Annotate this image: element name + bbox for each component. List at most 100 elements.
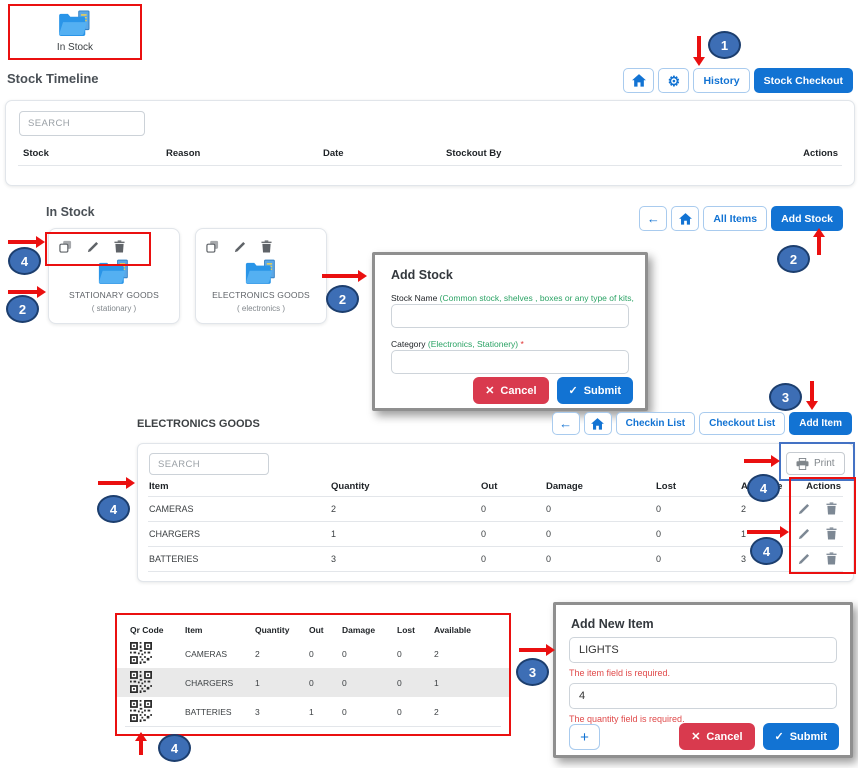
col-out: Out <box>309 625 324 635</box>
col-out: Out <box>481 481 498 492</box>
add-stock-button[interactable]: Add Stock <box>771 206 843 231</box>
stock-card-stationary[interactable]: STATIONARY GOODS ( stationary ) <box>48 228 180 324</box>
col-quantity: Quantity <box>331 481 370 492</box>
stock-name: ELECTRONICS GOODS <box>212 290 310 300</box>
duplicate-icon[interactable] <box>206 240 219 253</box>
divider <box>148 496 843 497</box>
annotation-box-shortcut: In Stock <box>8 4 142 60</box>
history-button[interactable]: History <box>693 68 750 93</box>
quantity-input[interactable] <box>569 683 837 709</box>
cancel-button[interactable]: ✕ Cancel <box>473 377 549 404</box>
col-date: Date <box>323 148 344 159</box>
submit-button[interactable]: ✓ Submit <box>762 723 839 750</box>
col-qr-code: Qr Code <box>130 625 164 635</box>
col-actions: Actions <box>803 148 838 159</box>
home-button[interactable] <box>583 412 612 435</box>
annotation-arrow-to-add-item <box>810 381 814 401</box>
check-icon: ✓ <box>568 385 578 397</box>
qr-code-image <box>130 642 152 664</box>
modal-title: Add Stock <box>391 268 453 282</box>
delete-icon[interactable] <box>261 240 272 253</box>
table-row: CAMERAS 2 0 0 0 2 <box>138 496 853 521</box>
divider <box>125 726 501 727</box>
quantity-error-text: The quantity field is required. <box>569 714 685 724</box>
divider <box>148 546 843 547</box>
col-stockout-by: Stockout By <box>446 148 502 159</box>
annotation-arrow-to-card <box>8 290 37 294</box>
col-quantity: Quantity <box>255 625 290 635</box>
category-input[interactable] <box>391 350 629 374</box>
back-arrow-icon: ← <box>559 416 573 431</box>
modal-title: Add New Item <box>571 617 654 631</box>
qr-table: Qr Code Item Quantity Out Damage Lost Av… <box>115 613 511 736</box>
electronics-card: Print Item Quantity Out Damage Lost Avai… <box>137 443 854 582</box>
in-stock-title: In Stock <box>46 205 95 219</box>
back-button[interactable]: ← <box>639 206 668 231</box>
annotation-badge-3: 3 <box>516 658 549 686</box>
add-row-button[interactable]: + <box>569 724 600 750</box>
annotation-box-actions <box>789 477 856 574</box>
checkin-list-button[interactable]: Checkin List <box>615 412 696 435</box>
all-items-button[interactable]: All Items <box>703 206 768 231</box>
col-damage: Damage <box>342 625 376 635</box>
timeline-search-input[interactable] <box>19 111 145 136</box>
cancel-button[interactable]: ✕ Cancel <box>679 723 755 750</box>
annotation-arrow-to-qr-table <box>139 741 143 755</box>
card-actions <box>206 240 272 253</box>
home-icon <box>591 418 604 430</box>
edit-icon[interactable] <box>234 241 246 253</box>
annotation-badge-4: 4 <box>8 247 41 275</box>
annotation-badge-1: 1 <box>708 31 741 59</box>
stock-checkout-button[interactable]: Stock Checkout <box>753 68 853 93</box>
shortcut-label: In Stock <box>56 42 94 53</box>
x-icon: ✕ <box>485 385 495 397</box>
home-button[interactable] <box>623 68 655 93</box>
table-row: BATTERIES 3 0 0 0 3 <box>138 546 853 571</box>
add-item-button[interactable]: Add Item <box>789 412 852 435</box>
electronics-search-input[interactable] <box>149 453 269 475</box>
col-actions: Actions <box>806 481 841 492</box>
col-damage: Damage <box>546 481 583 492</box>
folder-icon <box>245 259 277 286</box>
submit-button[interactable]: ✓ Submit <box>556 377 633 404</box>
annotation-arrow-to-modal <box>322 274 358 278</box>
col-lost: Lost <box>656 481 677 492</box>
annotation-box-card-icons <box>45 232 151 266</box>
timeline-card: Stock Reason Date Stockout By Actions <box>5 100 855 186</box>
annotation-arrow-to-add-stock <box>817 237 821 255</box>
electronics-title: ELECTRONICS GOODS <box>137 418 260 430</box>
gear-icon: ⚙ <box>667 72 681 89</box>
annotation-arrow-to-item-input <box>519 648 546 652</box>
annotation-box-print <box>779 442 855 481</box>
table-row: CHARGERS 1 0 0 0 1 <box>138 521 853 546</box>
back-arrow-icon: ← <box>646 211 660 226</box>
annotation-badge-4: 4 <box>158 734 191 762</box>
table-row: CHARGERS 1 0 0 0 1 <box>117 668 509 697</box>
stock-name-input[interactable] <box>391 304 629 328</box>
item-name-input[interactable] <box>569 637 837 663</box>
timeline-toolbar: ⚙ History Stock Checkout <box>623 68 853 93</box>
electronics-toolbar: ← Checkin List Checkout List Add Item <box>551 412 852 435</box>
annotation-arrow-to-row-actions <box>747 530 780 534</box>
stock-category: ( stationary ) <box>91 304 137 313</box>
home-icon <box>679 213 692 225</box>
annotation-badge-2: 2 <box>326 285 359 313</box>
divider <box>18 165 842 166</box>
qr-code-image <box>130 671 152 693</box>
in-stock-shortcut[interactable]: In Stock <box>10 6 140 58</box>
in-stock-toolbar: ← All Items Add Stock <box>639 206 843 231</box>
stock-card-electronics[interactable]: ELECTRONICS GOODS ( electronics ) <box>195 228 327 324</box>
home-icon <box>632 74 646 87</box>
checkout-list-button[interactable]: Checkout List <box>699 412 786 435</box>
back-button[interactable]: ← <box>551 412 580 435</box>
stock-timeline-title: Stock Timeline <box>7 71 99 86</box>
print-button[interactable]: Print <box>786 452 845 475</box>
home-button[interactable] <box>671 206 700 231</box>
modal-buttons: ✕ Cancel ✓ Submit <box>679 723 839 750</box>
col-lost: Lost <box>397 625 415 635</box>
settings-button[interactable]: ⚙ <box>658 68 690 93</box>
annotation-badge-2: 2 <box>777 245 810 273</box>
table-row: CAMERAS 2 0 0 0 2 <box>117 639 509 668</box>
stock-category: ( electronics ) <box>236 304 285 313</box>
